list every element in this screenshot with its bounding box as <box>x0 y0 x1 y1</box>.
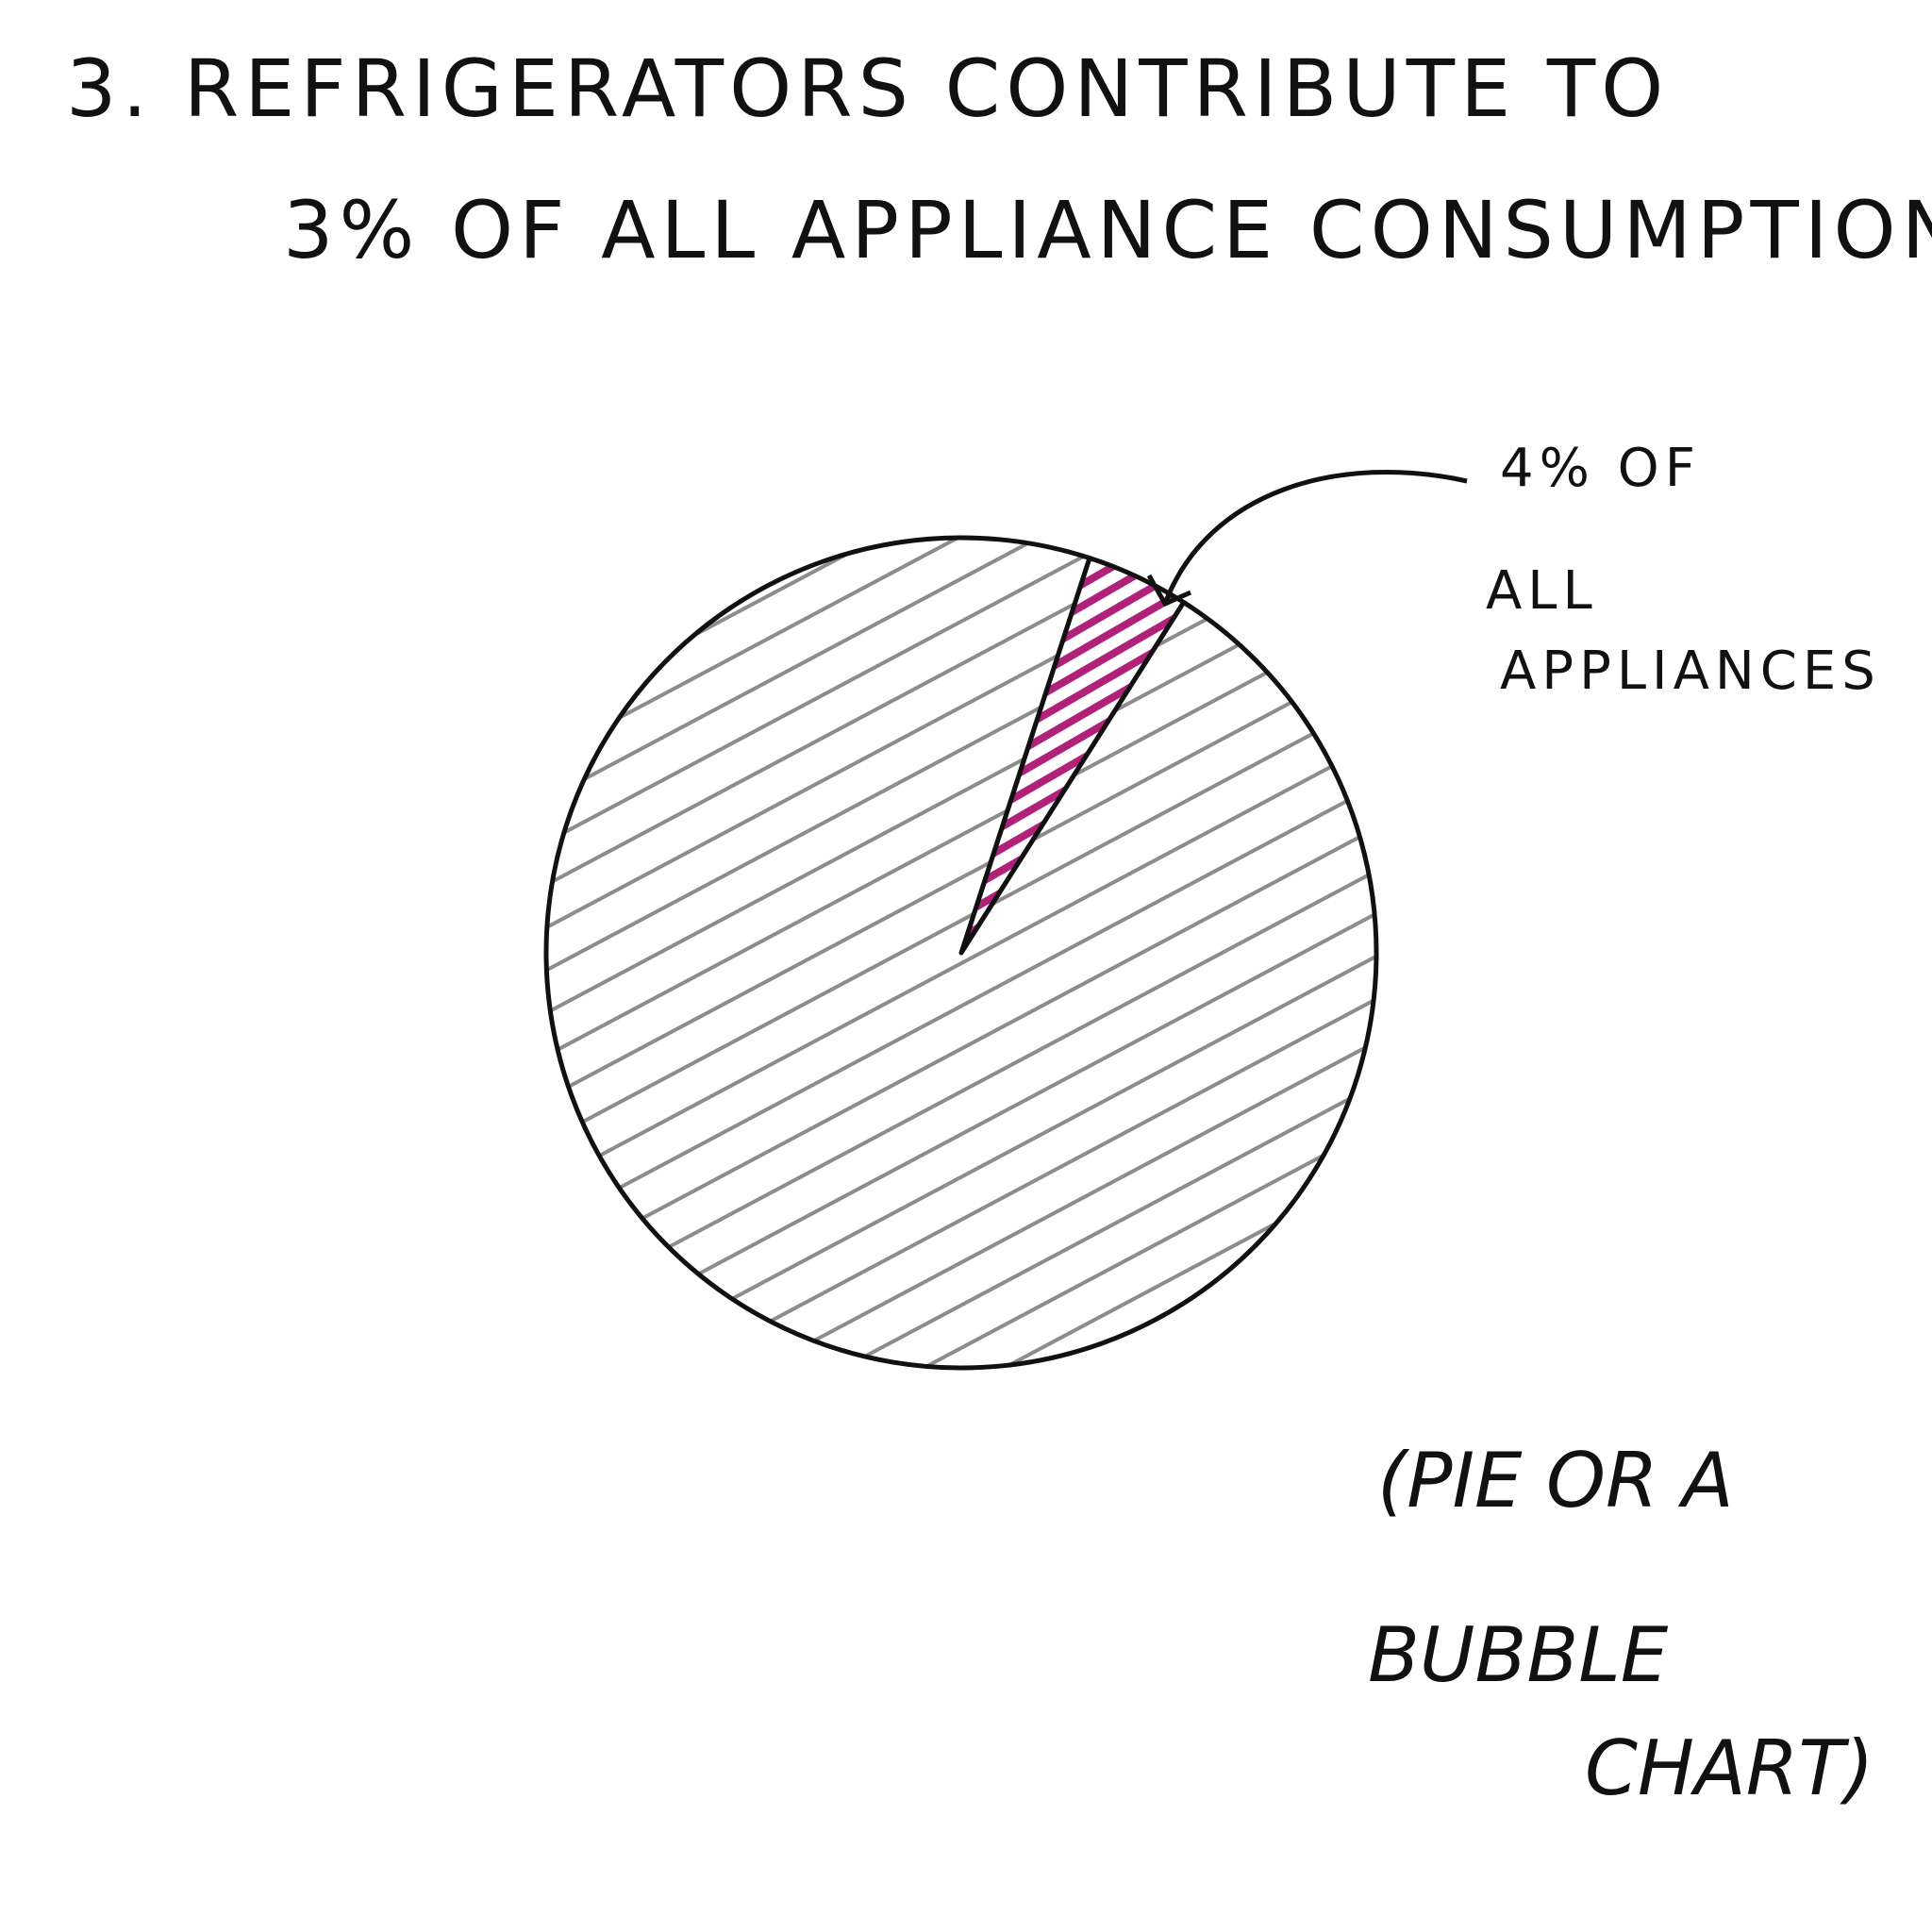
annotation: APPLIANCES <box>1500 641 1881 702</box>
pie <box>543 535 1379 1371</box>
note: (PIE OR A <box>1377 1437 1734 1524</box>
chart-title: 3. REFRIGERATORS CONTRIBUTE TO <box>66 42 1669 135</box>
chart-title: 3% OF ALL APPLIANCE CONSUMPTION <box>283 184 1932 276</box>
arrow-head <box>1146 574 1192 608</box>
note: CHART) <box>1585 1724 1874 1812</box>
note: BUBBLE <box>1368 1611 1669 1699</box>
annotation: ALL <box>1486 560 1598 622</box>
pie-slice <box>543 535 1379 1371</box>
arrow <box>1162 470 1468 605</box>
annotation: 4% OF <box>1500 438 1701 499</box>
